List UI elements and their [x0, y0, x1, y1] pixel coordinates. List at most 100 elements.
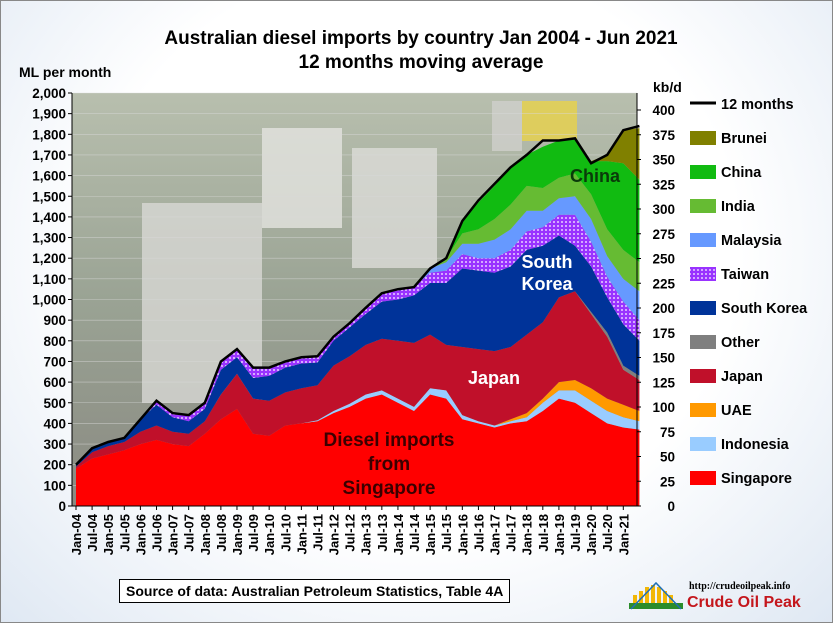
y-tick-label: 1,500 — [32, 189, 66, 204]
legend-label: China — [721, 165, 762, 181]
y2-tick-label: 275 — [652, 227, 675, 242]
title-line-1: Australian diesel imports by country Jan… — [164, 28, 678, 49]
y2-tick-label: 350 — [652, 153, 675, 168]
y2-tick-label: 200 — [652, 301, 675, 316]
oil-rig-icon — [629, 581, 683, 610]
x-tick-label: Jul-12 — [343, 514, 358, 552]
legend-swatch — [690, 437, 716, 451]
crude-oil-peak-logo: http://crudeoilpeak.info Crude Oil Peak — [629, 579, 809, 613]
logo-url: http://crudeoilpeak.info — [689, 581, 791, 592]
y2-tick-label: 400 — [652, 103, 675, 118]
area-annotation: China — [570, 166, 621, 186]
legend-label: Brunei — [721, 131, 767, 147]
y-tick-label: 1,000 — [32, 293, 66, 308]
y-tick-label: 400 — [43, 416, 66, 431]
y-axis-right: 0 25 50 75 100 125 150 175 200 225 250 275 300 325 350… — [636, 93, 676, 514]
legend-swatch — [690, 267, 716, 281]
x-tick-label: Jan-17 — [488, 514, 503, 555]
y-tick-label: 800 — [43, 334, 66, 349]
source-note: Source of data: Australian Petroleum Sta… — [119, 579, 511, 603]
y2-tick-label: 300 — [652, 202, 675, 217]
legend-item-brunei: Brunei — [690, 131, 767, 147]
y-axis-right-label: kb/d — [653, 79, 682, 95]
legend-label: Other — [721, 335, 760, 351]
legend-label: South Korea — [721, 301, 808, 317]
y-tick-label: 500 — [43, 396, 66, 411]
y2-tick-label: 250 — [652, 252, 675, 267]
legend-swatch — [690, 335, 716, 349]
x-tick-label: Jan-09 — [230, 514, 245, 555]
truck-shape — [522, 101, 577, 141]
x-tick-label: Jan-05 — [101, 514, 116, 555]
area-taiwan — [76, 214, 640, 465]
legend-label: 12 months — [721, 97, 794, 113]
y-tick-label: 0 — [58, 499, 66, 514]
legend-item-uae: UAE — [690, 403, 752, 419]
legend-label: India — [721, 199, 756, 215]
area-malaysia — [76, 196, 640, 465]
y-tick-label: 200 — [43, 458, 66, 473]
legend-swatch — [690, 301, 716, 315]
x-tick-label: Jul-19 — [568, 514, 583, 552]
legend-label: Malaysia — [721, 233, 782, 249]
x-tick-label: Jul-10 — [278, 514, 293, 552]
x-tick-label: Jul-18 — [536, 514, 551, 552]
y-tick-label: 1,600 — [32, 169, 66, 184]
x-tick-label: Jul-07 — [182, 514, 197, 552]
legend-item-singapore: Singapore — [690, 471, 792, 487]
legend-swatch — [690, 233, 716, 247]
x-tick-label: Jan-14 — [391, 513, 406, 555]
x-tick-label: Jan-13 — [359, 514, 374, 555]
x-tick-label: Jul-08 — [214, 514, 229, 552]
legend-swatch — [690, 199, 716, 213]
y2-tick-label: 175 — [652, 326, 675, 341]
y-axis-left-label: ML per month — [19, 64, 112, 80]
x-tick-label: Jan-11 — [294, 514, 309, 554]
x-tick-label: Jul-14 — [407, 513, 422, 551]
y-tick-label: 900 — [43, 313, 66, 328]
area-annotation: Japan — [468, 368, 520, 388]
y-tick-label: 1,800 — [32, 127, 66, 142]
y2-tick-label: 375 — [652, 128, 675, 143]
y-tick-label: 1,700 — [32, 148, 66, 163]
y2-tick-label: 150 — [652, 351, 675, 366]
y-tick-label: 1,900 — [32, 107, 66, 122]
x-axis: Jan-04 Jul-04 Jan-05 Jul-05 Jan-06 Jul-06 Jan-… — [69, 505, 637, 555]
x-tick-label: Jan-21 — [616, 514, 631, 555]
title-line-2: 12 months moving average — [298, 52, 544, 73]
x-tick-label: Jan-16 — [455, 514, 470, 555]
x-tick-label: Jan-07 — [166, 514, 181, 555]
legend-label: Taiwan — [721, 267, 769, 283]
area-india — [76, 173, 640, 465]
area-annotation: Diesel imports — [324, 430, 455, 451]
series-line-12-months — [75, 124, 640, 466]
x-tick-label: Jan-12 — [327, 514, 342, 555]
x-tick-label: Jan-15 — [423, 514, 438, 555]
legend-item-china: China — [690, 165, 762, 181]
area-annotation: from — [368, 454, 410, 475]
y2-tick-label: 25 — [660, 474, 676, 489]
legend-item-india: India — [690, 199, 756, 215]
area-japan — [76, 291, 640, 469]
area-annotation: Korea — [521, 274, 573, 294]
x-tick-label: Jan-06 — [133, 514, 148, 555]
y-tick-label: 300 — [43, 437, 66, 452]
chart-title: Australian diesel imports by country Jan… — [111, 27, 731, 75]
y2-tick-label: 50 — [660, 450, 675, 465]
legend-swatch — [690, 403, 716, 417]
x-tick-label: Jul-15 — [439, 514, 454, 552]
y-tick-label: 1,300 — [32, 231, 66, 246]
legend-label: Singapore — [721, 471, 792, 487]
x-tick-label: Jul-20 — [600, 514, 615, 552]
legend-swatch — [690, 369, 716, 383]
legend-swatch — [690, 471, 716, 485]
y2-tick-label: 0 — [667, 499, 675, 514]
y-tick-label: 100 — [43, 478, 66, 493]
legend-swatch — [690, 131, 716, 145]
legend-item-japan: Japan — [690, 369, 763, 385]
y-tick-label: 1,200 — [32, 251, 66, 266]
total-line-layer — [75, 124, 640, 466]
y2-tick-label: 225 — [652, 276, 675, 291]
